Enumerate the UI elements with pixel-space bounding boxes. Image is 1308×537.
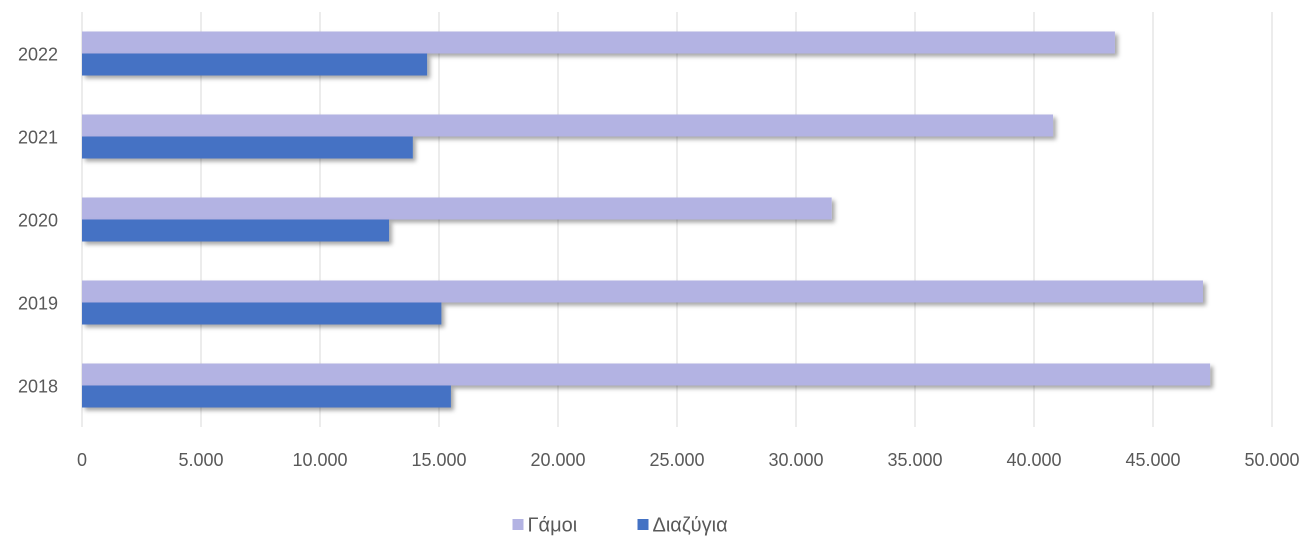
- bar: [82, 280, 1203, 303]
- x-tick-label: 35.000: [887, 450, 942, 470]
- x-tick-label: 40.000: [1006, 450, 1061, 470]
- x-tick-label: 0: [77, 450, 87, 470]
- bar: [82, 302, 442, 325]
- x-tick-label: 30.000: [768, 450, 823, 470]
- bar: [82, 114, 1054, 137]
- y-tick-label: 2018: [18, 376, 58, 396]
- bar: [82, 363, 1211, 386]
- legend-swatch: [637, 519, 649, 530]
- y-tick-label: 2022: [18, 44, 58, 64]
- bar: [82, 31, 1115, 54]
- x-tick-label: 20.000: [530, 450, 585, 470]
- y-tick-label: 2021: [18, 127, 58, 147]
- bar: [82, 197, 832, 220]
- x-tick-label: 5.000: [178, 450, 223, 470]
- x-tick-label: 45.000: [1125, 450, 1180, 470]
- y-tick-label: 2019: [18, 293, 58, 313]
- bar: [82, 53, 428, 76]
- legend-label: Γάμοι: [528, 514, 578, 536]
- x-tick-label: 15.000: [411, 450, 466, 470]
- y-tick-label: 2020: [18, 210, 58, 230]
- x-tick-label: 10.000: [292, 450, 347, 470]
- legend-label: Διαζύγια: [653, 514, 728, 536]
- bar: [82, 385, 451, 408]
- x-tick-label: 25.000: [649, 450, 704, 470]
- legend-swatch: [512, 519, 524, 530]
- bar: [82, 219, 390, 242]
- bar: [82, 136, 413, 159]
- x-tick-label: 50.000: [1244, 450, 1299, 470]
